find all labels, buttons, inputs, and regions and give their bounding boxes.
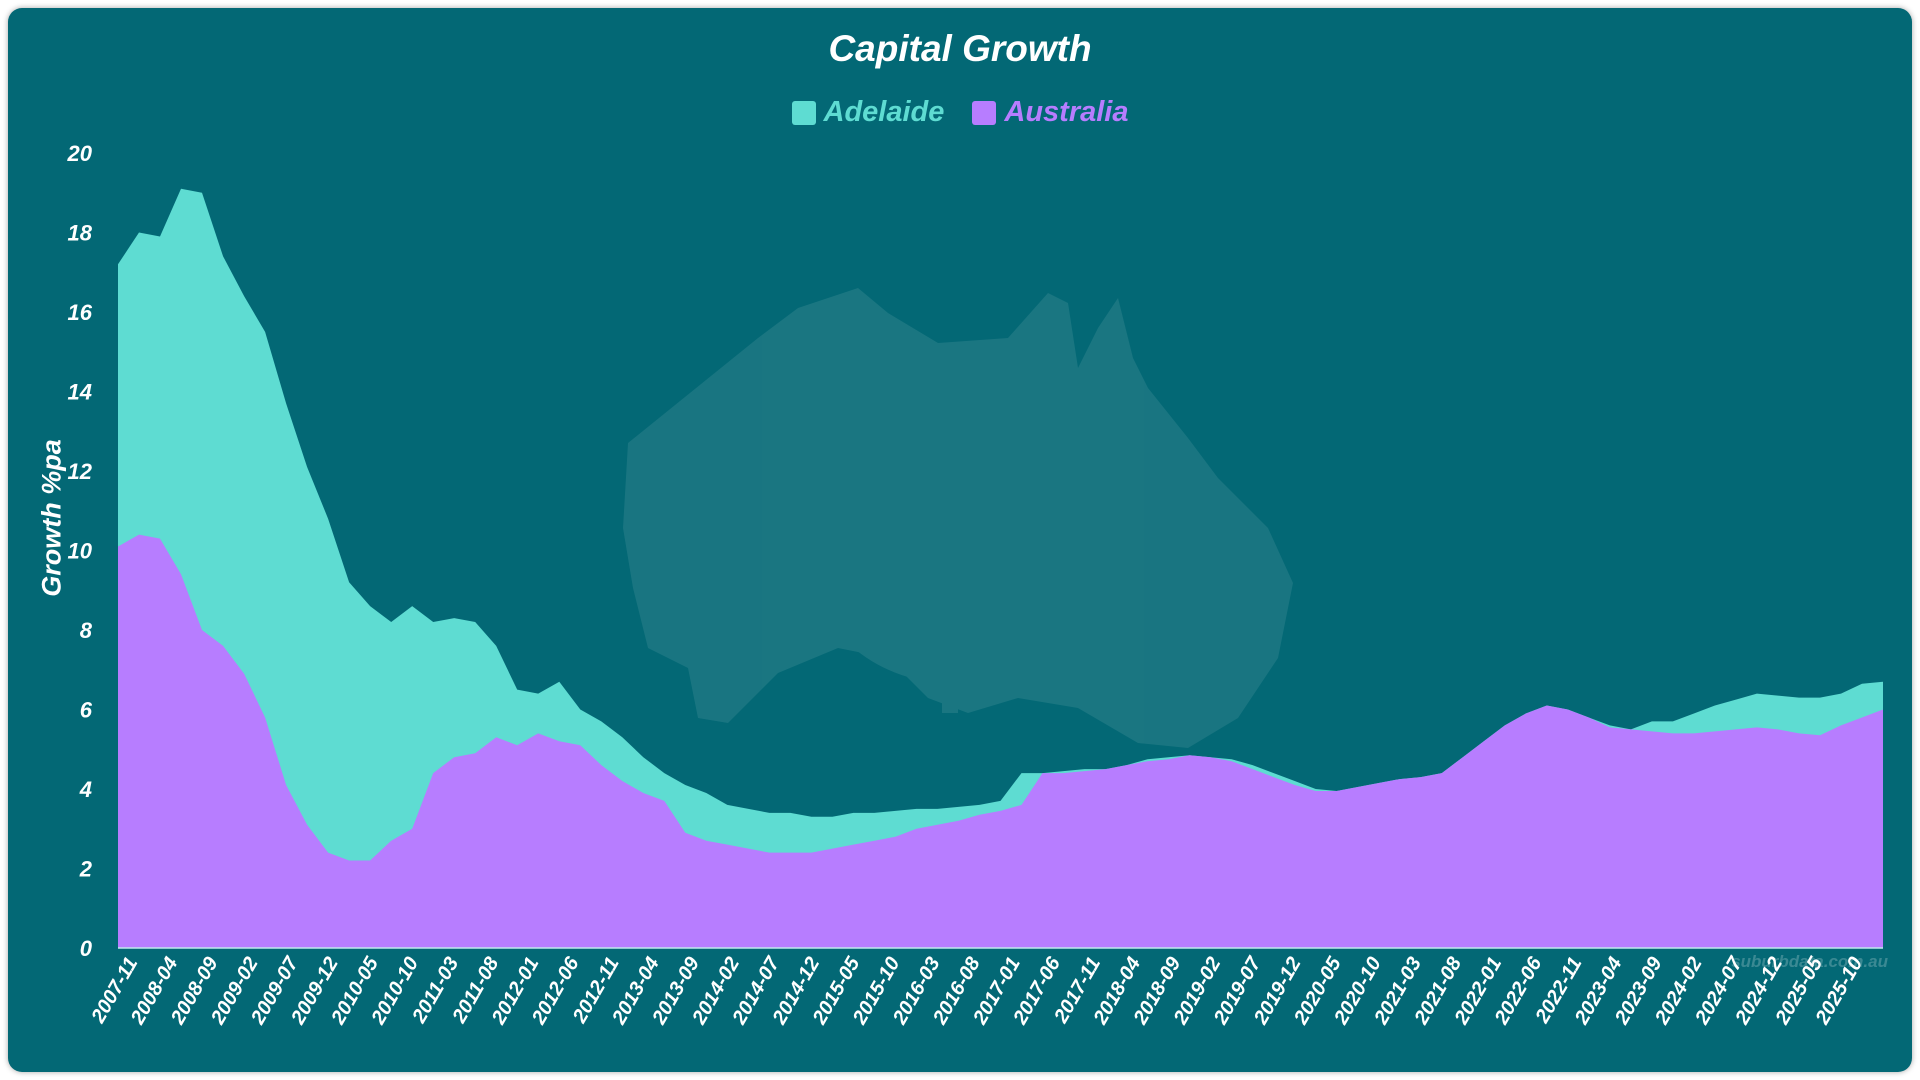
target-ring-icon [800,383,1100,683]
chart-legend: Adelaide Australia [8,96,1912,129]
y-tick-label: 4 [79,777,92,802]
y-tick-label: 18 [68,221,93,246]
watermark-source-text: suburbdata.com.au [1731,952,1888,971]
australia-map-icon [623,288,1293,748]
legend-label-adelaide: Adelaide [823,96,945,128]
y-tick-label: 0 [80,936,93,961]
y-tick-label: 6 [80,698,93,723]
y-tick-label: 8 [80,618,93,643]
legend-item-adelaide[interactable]: Adelaide [791,96,945,129]
chart-panel: Capital Growth Adelaide Australia Growth… [8,8,1912,1072]
y-tick-label: 16 [68,300,93,325]
legend-label-australia: Australia [1004,96,1129,128]
y-tick-label: 20 [67,141,93,166]
series-area-australia [118,534,1883,948]
y-tick-label: 14 [68,380,92,405]
watermark-icon [623,288,1293,748]
legend-swatch-australia [972,100,997,125]
legend-swatch-adelaide [791,100,816,125]
legend-item-australia[interactable]: Australia [972,96,1128,129]
chart-title: Capital Growth [828,28,1092,69]
chart-plot: 024681012141618202007-112008-042008-0920… [67,141,1883,1029]
y-tick-label: 12 [68,459,93,484]
y-tick-label: 10 [68,539,93,564]
y-tick-label: 2 [79,857,93,882]
